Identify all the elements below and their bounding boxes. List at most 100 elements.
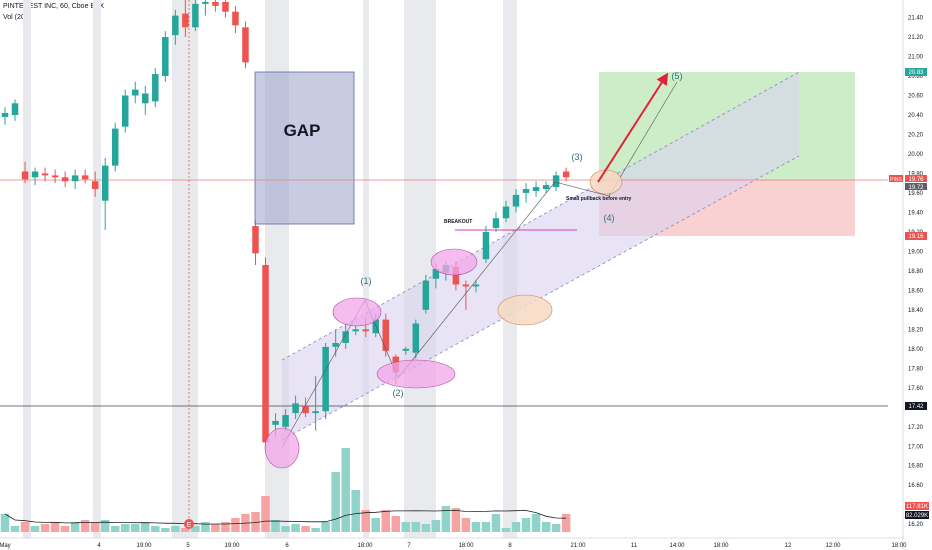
volume-bar [441,506,451,532]
candle-body [402,348,410,351]
candle-body [452,266,460,285]
candle-body [91,181,99,190]
candle-body [262,265,269,443]
marker-wave0 [264,427,300,469]
session-band [363,0,369,538]
candle-body [182,13,189,28]
price-tick-label: 20.60 [908,93,924,99]
time-tick-label: 18:00 [357,543,373,549]
volume-bar [531,514,541,532]
target-tag-text: 20.83 [908,70,924,76]
target-arrow [597,72,669,183]
volume-bar [331,472,340,532]
volume-bar [191,526,200,532]
entry-tag-text: 19.72 [908,185,924,191]
volume-bar [231,518,240,532]
volume-moving-average [4,509,567,525]
time-tick-label: May [0,543,11,549]
time-tick-label: 19:00 [224,543,240,549]
candle-body [51,175,59,178]
volume-bar [451,508,461,532]
volume-bar [221,522,230,532]
gap-label: GAP [284,121,321,140]
volume-bar [171,526,180,532]
time-tick-label: 14:00 [669,543,685,549]
price-tick-label: 17.00 [908,444,924,450]
candle-body [81,175,89,180]
candle-body [1,113,9,117]
candle-body [432,268,440,279]
candle-body [302,405,309,414]
price-tick-label: 19.40 [908,210,924,216]
stop-tag-text: 19.16 [908,234,924,240]
volume-bar [341,448,350,532]
volume-bar [110,526,120,532]
candle-body [71,175,79,182]
price-tick-label: 21.40 [908,16,924,22]
time-tick-label: 11 [631,543,638,549]
candle-body [382,319,390,351]
support-tag [905,402,927,410]
volume-bar [271,520,280,532]
candle-body [111,128,119,166]
candle-body [192,3,199,28]
volume-bar [471,522,481,532]
candle-body [252,226,259,254]
earnings-badge-label: E [187,522,192,529]
time-tick-label: 6 [285,543,289,549]
gap-box [254,71,355,225]
symbol-tag-text: PINS [890,177,902,183]
volume-bar [371,518,380,532]
marker-wave1 [332,297,382,327]
volume-bar [30,526,40,532]
time-tick-label: 12:00 [825,543,841,549]
price-tick-label: 21.20 [908,35,924,41]
volume-tag-b-text: 82.029K [906,513,928,519]
volume-bar [201,522,210,532]
volume-tag-b [905,511,929,519]
wave-label-5: (5) [672,71,683,81]
candle-body [121,95,129,127]
volume-bar [120,524,130,532]
candle-body [172,15,179,36]
wave-label-4: (4) [604,213,615,223]
pullback-note: Small pullback before entry [566,196,632,202]
price-tick-label: 17.80 [908,366,924,372]
candle-body [342,331,349,343]
volume-bar [561,514,571,532]
volume-bar [291,524,300,532]
candle-body [532,187,540,191]
candle-body [332,342,339,347]
volume-bar [251,512,260,532]
candle-body [352,329,359,332]
candle-body [502,206,510,219]
marker-entry-pullback [589,169,623,195]
volume-bar [40,524,50,532]
candle-body [41,173,49,176]
candle-body [542,185,550,190]
time-tick-label: 18:00 [891,543,907,549]
volume-bar [70,522,80,532]
session-band [404,0,436,538]
volume-bar [321,522,330,532]
candle-body [552,175,560,188]
candle-body [322,346,329,412]
volume-bar [181,528,190,532]
candle-body [202,1,209,4]
price-tick-label: 16.60 [908,483,924,489]
price-tick-label: 16.80 [908,464,924,470]
volume-bar [401,522,411,532]
volume-bar [511,522,521,532]
volume-bar [551,524,561,532]
wave-label-2: (2) [393,388,404,398]
candle-body [212,1,219,6]
candle-body [482,231,490,260]
candle-body [372,319,379,334]
symbol-tag [889,175,903,182]
candle-body [522,189,530,193]
earnings-badge[interactable] [184,519,194,529]
time-tick-label: 8 [508,543,512,549]
price-axis-ticks: 21.40 21.20 21.00 20.80 20.60 20.40 20.20 20.00… [908,16,924,529]
volume-bar [10,526,20,532]
